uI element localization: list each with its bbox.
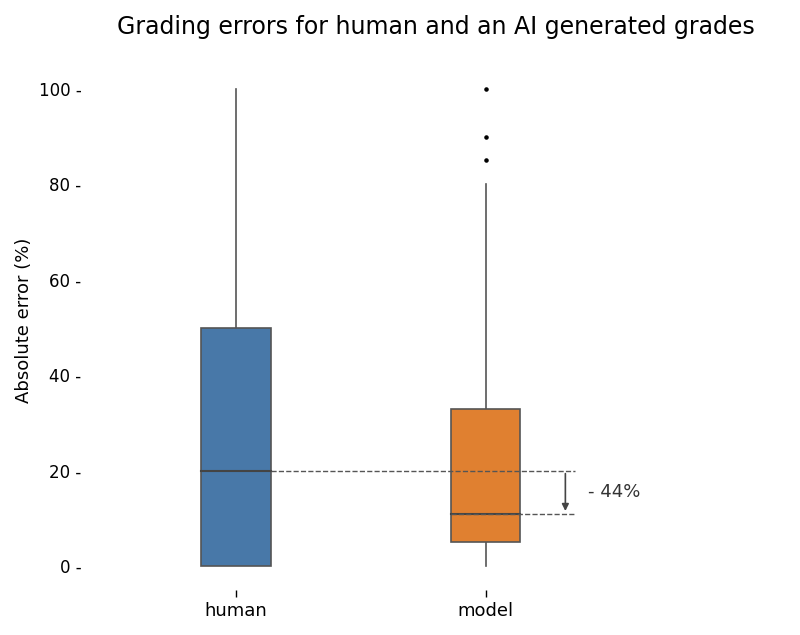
Title: Grading errors for human and an AI generated grades: Grading errors for human and an AI gener… [117, 15, 754, 39]
Bar [201, 328, 271, 566]
Bar [450, 409, 521, 542]
Text: - 44%: - 44% [588, 483, 640, 501]
Y-axis label: Absolute error (%): Absolute error (%) [15, 237, 33, 403]
